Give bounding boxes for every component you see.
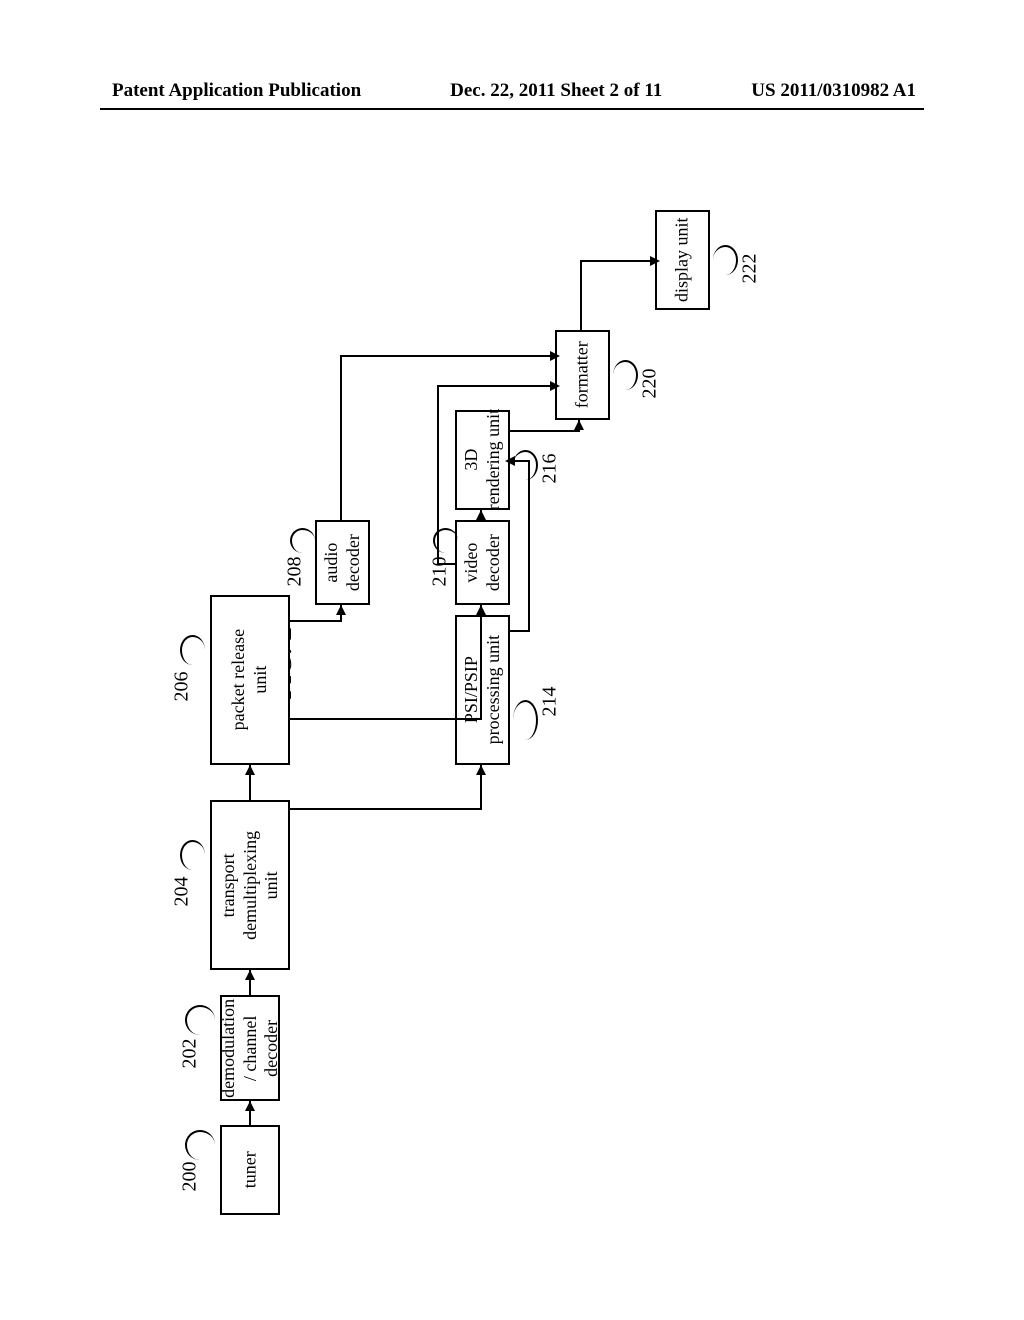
block-demux: transportdemultiplexingunit [210,800,290,970]
arrow-packet-audio-h [290,620,342,622]
curve-display [713,245,738,275]
page-header: Patent Application Publication Dec. 22, … [0,80,1024,102]
curve-psi [513,700,538,740]
block-video-label: videodecoder [461,534,504,591]
curve-tuner [185,1130,215,1160]
block-packet-label: packet releaseunit [228,629,271,730]
block-render: 3Drendering unit [455,410,510,510]
block-display: display unit [655,210,710,310]
arrowhead-packet-video [476,605,486,615]
ref-display: 222 [739,254,762,284]
block-demod-label: demodulation/ channeldecoder [218,999,283,1098]
block-demod: demodulation/ channeldecoder [220,995,280,1101]
arrow-video-formatter-v2 [437,385,439,565]
ref-audio: 208 [284,557,307,587]
arrowhead-render-formatter [574,420,584,430]
arrowhead-packet-audio [336,605,346,615]
arrowhead-demux-psi [476,765,486,775]
block-render-label: 3Drendering unit [461,409,504,510]
ref-packet: 206 [171,672,194,702]
ref-psi: 214 [539,687,562,717]
arrow-video-formatter-h2a [437,563,455,565]
ref-demod: 202 [179,1039,202,1069]
block-psi: PSI/PSIPprocessing unit [455,615,510,765]
ref-video: 210 [429,557,452,587]
ref-formatter: 220 [639,369,662,399]
curve-render [513,450,538,480]
block-tuner-label: tuner [239,1152,261,1189]
ref-demux: 204 [171,877,194,907]
header-rule [100,108,924,110]
diagram: FIG. 2 tuner demodulation/ channeldecode… [175,160,865,1220]
arrowhead-video-formatter [550,381,560,391]
block-tuner: tuner [220,1125,280,1215]
curve-demod [185,1005,215,1035]
block-formatter: formatter [555,330,610,420]
curve-audio [290,528,315,553]
arrow-render-formatter-h [510,430,580,432]
arrowhead-audio-formatter [550,351,560,361]
header-right: US 2011/0310982 A1 [751,80,916,102]
arrow-packet-video-h [290,718,482,720]
arrow-formatter-display-h [580,260,655,262]
block-display-label: display unit [672,218,694,303]
arrow-audio-formatter-h [340,355,555,357]
block-demux-label: transportdemultiplexingunit [218,831,283,940]
arrowhead-tuner-demod [245,1101,255,1111]
arrowhead-demod-demux [245,970,255,980]
arrow-psi-render-v [528,460,530,632]
arrowhead-demux-packet [245,765,255,775]
arrow-packet-video-v [480,605,482,720]
curve-formatter [613,360,638,390]
arrowhead-video-render [476,510,486,520]
block-packet: packet releaseunit [210,595,290,765]
block-video: videodecoder [455,520,510,605]
block-audio-label: audiodecoder [321,534,364,591]
arrow-psi-render-h [510,630,530,632]
header-center: Dec. 22, 2011 Sheet 2 of 11 [450,80,662,102]
header-left: Patent Application Publication [112,80,361,102]
arrowhead-psi-render [505,456,515,466]
curve-packet [180,635,205,665]
curve-demux [180,840,205,870]
arrow-demux-psi-h [290,808,480,810]
ref-render: 216 [539,454,562,484]
block-audio: audiodecoder [315,520,370,605]
ref-tuner: 200 [179,1162,202,1192]
block-psi-label: PSI/PSIPprocessing unit [461,635,504,745]
arrow-video-formatter-h2b [437,385,555,387]
arrow-formatter-display-v [580,260,582,330]
arrow-audio-formatter-v [340,355,342,520]
arrowhead-formatter-display [650,256,660,266]
block-formatter-label: formatter [572,342,594,409]
